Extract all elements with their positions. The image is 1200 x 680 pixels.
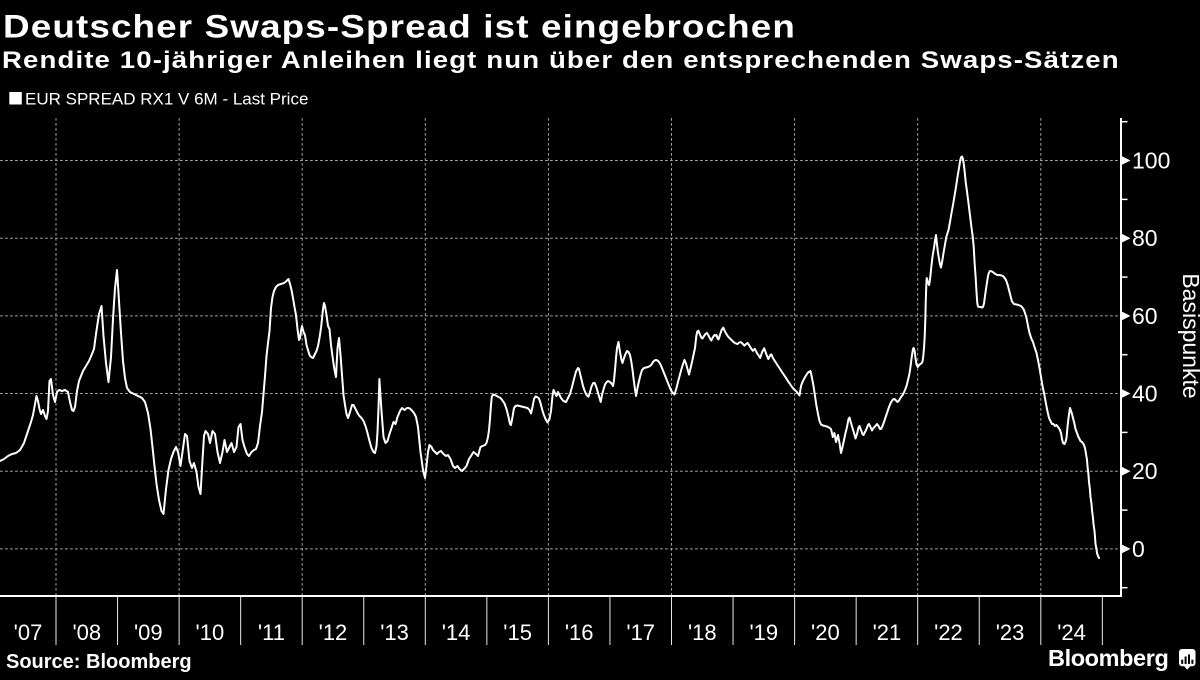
svg-text:Rendite 10-jähriger Anleihen l: Rendite 10-jähriger Anleihen liegt nun ü… bbox=[2, 48, 1120, 74]
svg-text:Basispunkte: Basispunkte bbox=[1178, 273, 1200, 398]
svg-text:'10: '10 bbox=[196, 620, 225, 645]
svg-text:0: 0 bbox=[1132, 536, 1145, 562]
svg-text:'21: '21 bbox=[873, 620, 902, 645]
svg-text:'24: '24 bbox=[1057, 620, 1086, 645]
svg-text:Bloomberg: Bloomberg bbox=[1048, 645, 1168, 671]
svg-text:'15: '15 bbox=[503, 620, 532, 645]
svg-text:'07: '07 bbox=[14, 620, 43, 645]
svg-text:'09: '09 bbox=[134, 620, 163, 645]
svg-text:'12: '12 bbox=[319, 620, 348, 645]
svg-text:EUR SPREAD RX1 V 6M - Last Pri: EUR SPREAD RX1 V 6M - Last Price bbox=[25, 90, 308, 109]
svg-text:'16: '16 bbox=[565, 620, 594, 645]
svg-text:40: 40 bbox=[1132, 381, 1158, 407]
svg-text:'08: '08 bbox=[72, 620, 101, 645]
svg-text:Deutscher Swaps-Spread ist ein: Deutscher Swaps-Spread ist eingebrochen bbox=[3, 10, 796, 45]
svg-text:'13: '13 bbox=[380, 620, 409, 645]
svg-text:'17: '17 bbox=[626, 620, 655, 645]
svg-text:'14: '14 bbox=[442, 620, 471, 645]
svg-text:'23: '23 bbox=[996, 620, 1025, 645]
svg-text:'19: '19 bbox=[749, 620, 778, 645]
svg-text:60: 60 bbox=[1132, 303, 1158, 329]
svg-text:80: 80 bbox=[1132, 225, 1158, 251]
svg-text:Source: Bloomberg: Source: Bloomberg bbox=[6, 651, 192, 673]
svg-text:'18: '18 bbox=[688, 620, 717, 645]
svg-text:20: 20 bbox=[1132, 458, 1158, 484]
svg-text:'22: '22 bbox=[934, 620, 963, 645]
svg-text:'11: '11 bbox=[258, 620, 285, 645]
svg-text:'20: '20 bbox=[811, 620, 840, 645]
svg-text:100: 100 bbox=[1132, 148, 1170, 174]
